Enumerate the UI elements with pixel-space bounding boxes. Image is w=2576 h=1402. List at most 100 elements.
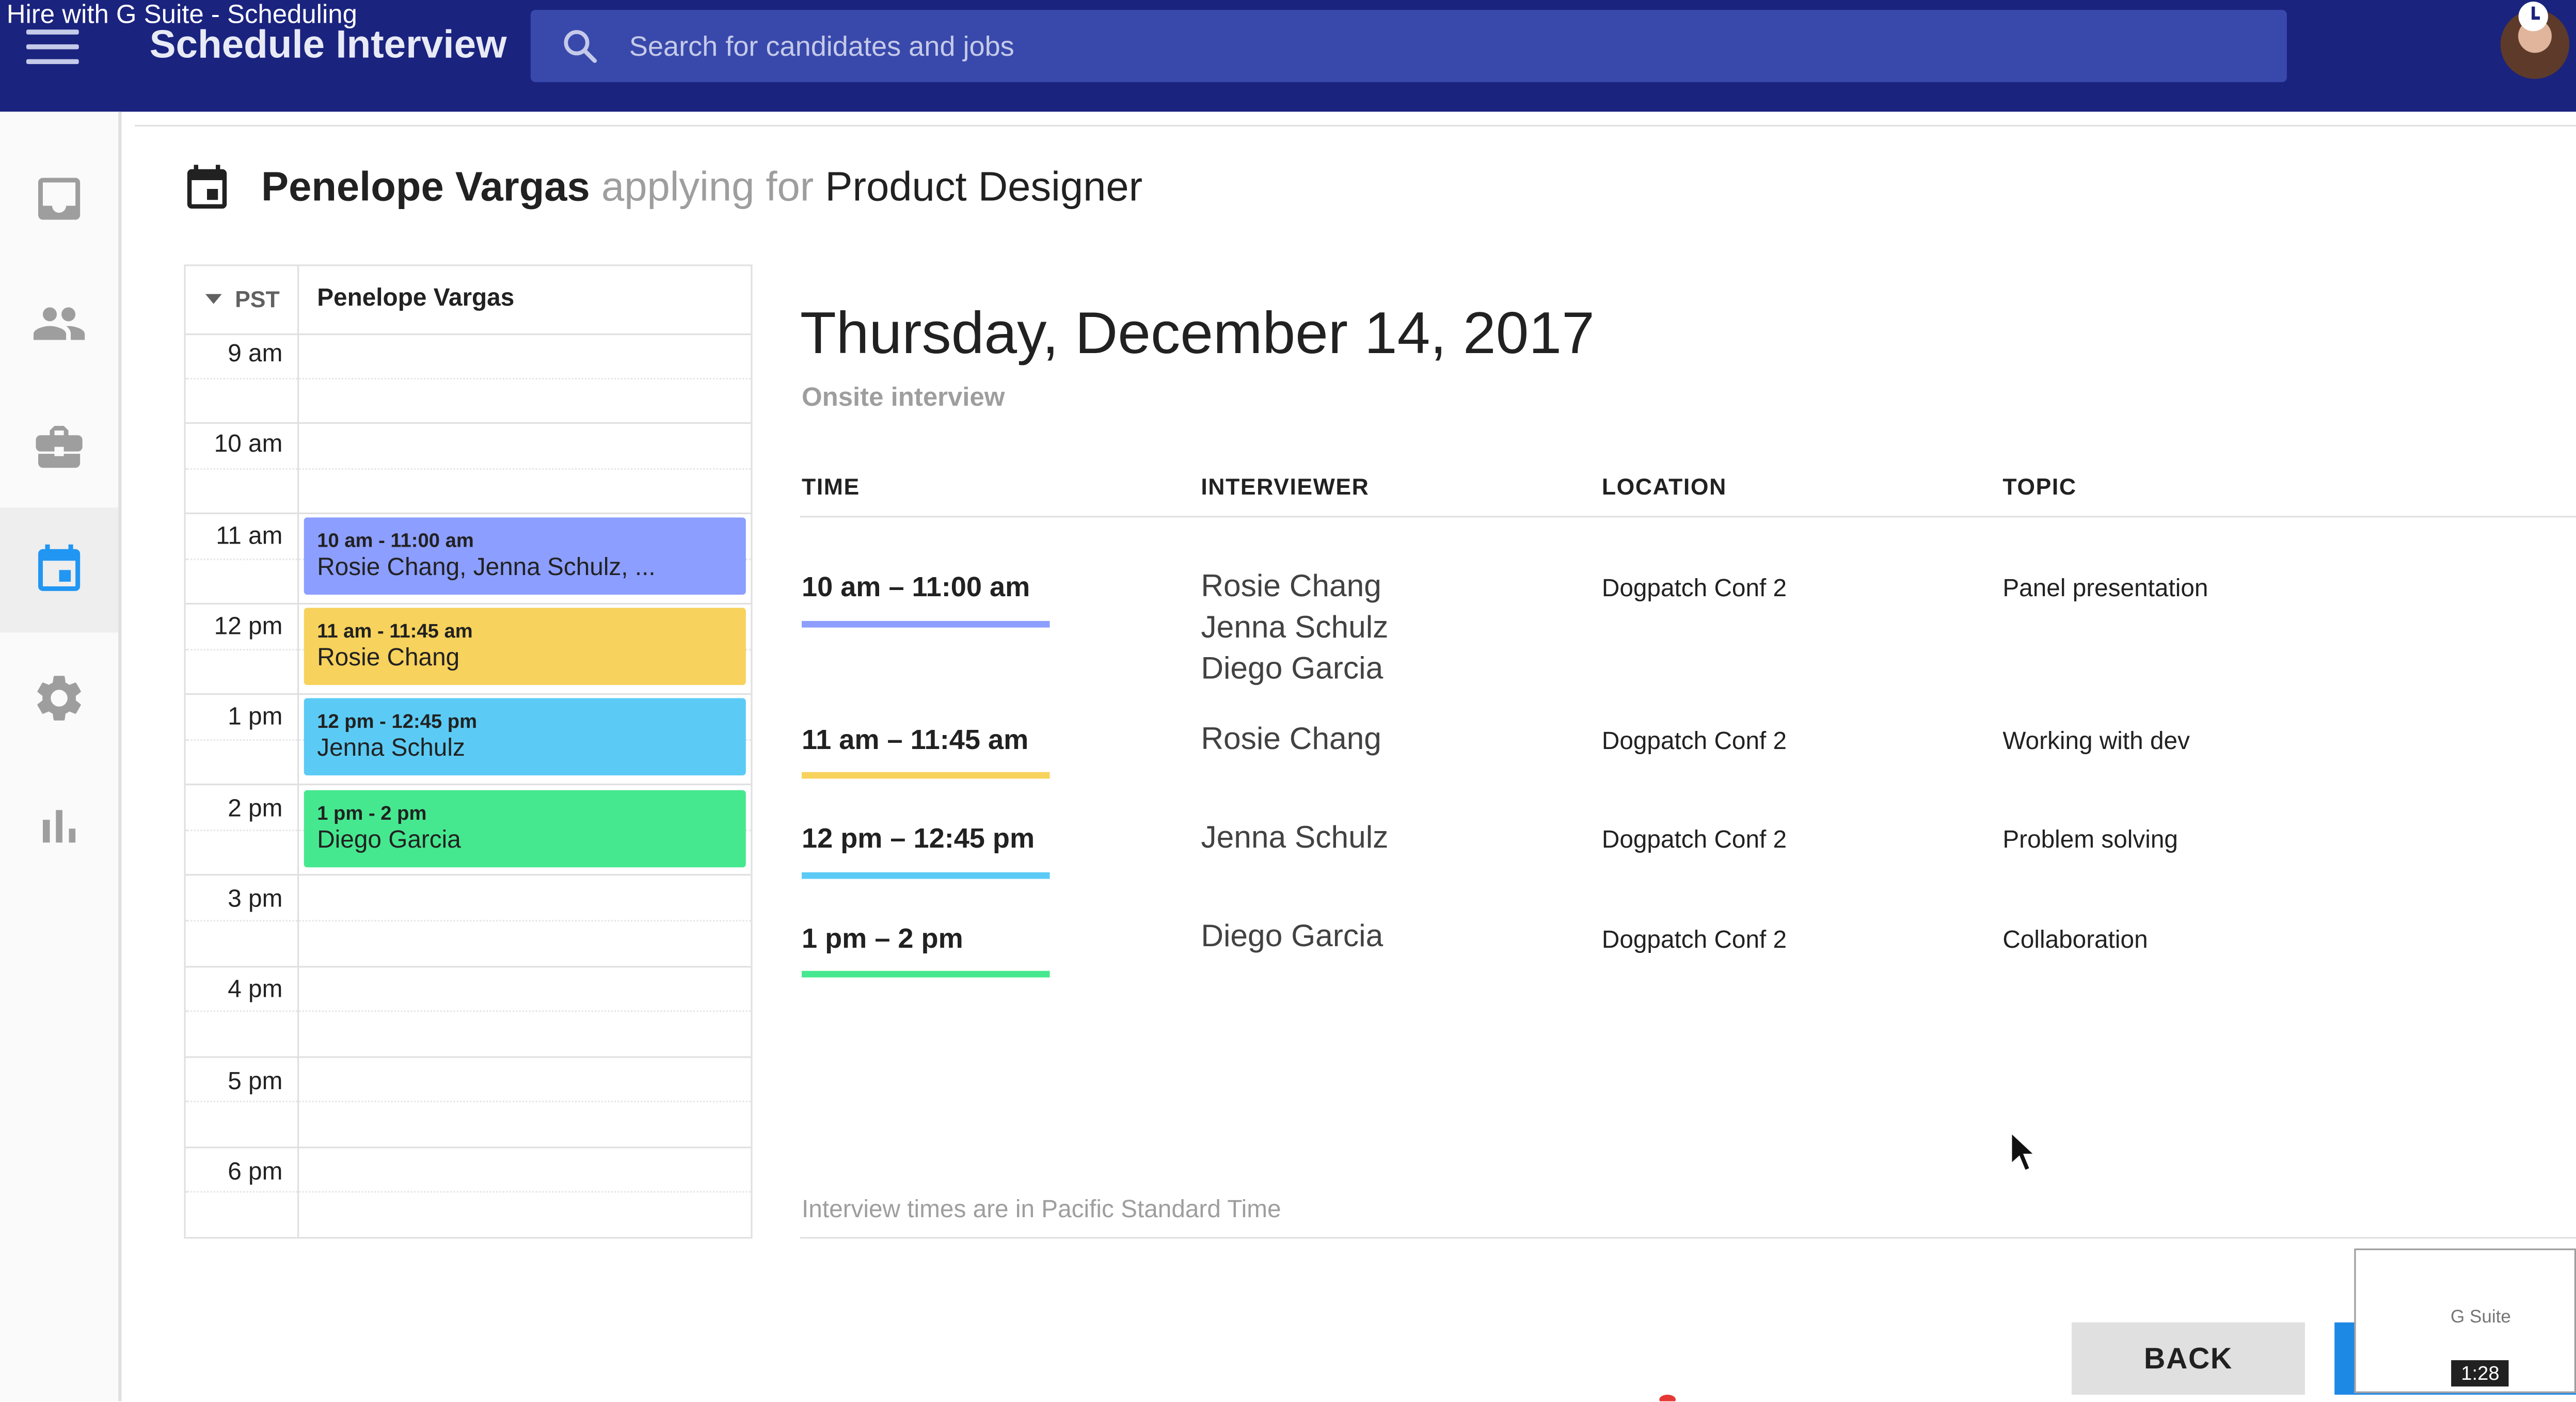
row-color-bar: [802, 772, 1050, 779]
hour-line: [185, 422, 751, 424]
calendar-header: PST Penelope Vargas: [185, 266, 751, 336]
job-title[interactable]: Product Designer: [825, 164, 1143, 211]
half-hour-line: [185, 468, 751, 470]
row-interviewers: Rosie Chang Jenna Schulz Diego Garcia: [1201, 567, 1388, 690]
inbox-icon: [38, 178, 81, 220]
row-time: 11 am – 11:45 am: [802, 724, 1029, 756]
row-location: Dogpatch Conf 2: [1601, 575, 1787, 603]
video-thumbnail[interactable]: G Suite 1:28: [2354, 1248, 2576, 1393]
content-divider: [134, 124, 2576, 127]
interview-type: Onsite interview: [802, 384, 1005, 412]
event-people: Rosie Chang: [317, 644, 460, 672]
half-hour-line: [185, 1010, 751, 1012]
search-input[interactable]: [626, 10, 2210, 86]
calendar-event[interactable]: 10 am - 11:00 am Rosie Chang, Jenna Schu…: [304, 517, 746, 595]
back-button[interactable]: BACK: [2072, 1322, 2305, 1395]
hour-line: [185, 693, 751, 695]
sidebar-item-schedule[interactable]: [0, 507, 119, 633]
timezone-dropdown[interactable]: PST: [205, 286, 280, 312]
row-time: 1 pm – 2 pm: [802, 923, 963, 954]
footer-divider: [800, 1237, 2576, 1239]
row-time: 10 am – 11:00 am: [802, 571, 1030, 603]
row-location: Dogpatch Conf 2: [1601, 826, 1787, 854]
column-header-topic: TOPIC: [2002, 473, 2077, 500]
event-people: Diego Garcia: [317, 826, 461, 854]
sidebar-item-inbox[interactable]: [0, 136, 118, 261]
hour-line: [185, 784, 751, 786]
hour-line: [185, 1146, 751, 1149]
calendar-event[interactable]: 11 am - 11:45 am Rosie Chang: [304, 608, 746, 686]
column-header-interviewer: INTERVIEWER: [1201, 473, 1370, 500]
half-hour-line: [185, 1101, 751, 1103]
interviewer-name[interactable]: Jenna Schulz: [1201, 821, 1389, 856]
search-icon: [564, 30, 597, 63]
timezone-label: PST: [235, 285, 280, 312]
mouse-cursor-icon: [2010, 1130, 2039, 1173]
hour-label: 11 am: [216, 522, 283, 551]
top-app-bar: Schedule Interview Hire with G Suite - S…: [0, 0, 2576, 112]
interview-date: Thursday, December 14, 2017: [800, 299, 1595, 367]
candidate-name[interactable]: Penelope Vargas: [261, 164, 590, 211]
calendar-icon: [38, 544, 81, 591]
people-icon: [33, 307, 85, 340]
briefcase-icon: [36, 426, 83, 468]
event-time: 10 am - 11:00 am: [317, 529, 474, 552]
clock-icon: [2518, 2, 2548, 31]
gear-icon: [37, 676, 81, 721]
hour-label: 4 pm: [228, 976, 283, 1004]
search-box[interactable]: [530, 10, 2287, 86]
sidebar-item-jobs[interactable]: [0, 385, 118, 509]
sidebar-item-candidates[interactable]: [0, 261, 118, 386]
event-people: Rosie Chang, Jenna Schulz, ...: [317, 553, 656, 582]
hour-label: 9 am: [228, 340, 283, 368]
sidebar-item-settings[interactable]: [0, 636, 118, 761]
row-color-bar: [802, 970, 1050, 978]
event-people: Jenna Schulz: [317, 734, 465, 762]
interviewer-name[interactable]: Rosie Chang: [1201, 723, 1381, 758]
page-title: Schedule Interview: [149, 23, 507, 68]
hour-line: [185, 1056, 751, 1058]
calendar-column-name: Penelope Vargas: [317, 284, 515, 312]
row-color-bar: [802, 872, 1050, 879]
calendar-icon: [187, 165, 227, 209]
hour-label: 1 pm: [228, 703, 283, 731]
progress-marker: [1659, 1394, 1676, 1401]
interviewer-name[interactable]: Rosie Chang: [1201, 570, 1381, 605]
hour-label: 6 pm: [228, 1158, 283, 1186]
event-time: 12 pm - 12:45 pm: [317, 709, 478, 733]
row-topic: Working with dev: [2002, 727, 2190, 756]
hour-label: 12 pm: [214, 613, 283, 641]
applying-label: applying for: [601, 164, 814, 211]
event-time: 11 am - 11:45 am: [317, 619, 473, 643]
timezone-footnote: Interview times are in Pacific Standard …: [802, 1196, 1281, 1224]
candidate-heading: Penelope Vargas applying for Product Des…: [261, 164, 1142, 212]
caret-down-icon: [205, 294, 222, 305]
half-hour-line: [185, 377, 751, 380]
row-topic: Panel presentation: [2002, 575, 2208, 603]
sidebar-item-reports[interactable]: [0, 764, 118, 889]
calendar-event[interactable]: 1 pm - 2 pm Diego Garcia: [304, 790, 746, 868]
interviewer-name[interactable]: Diego Garcia: [1201, 920, 1384, 954]
event-time: 1 pm - 2 pm: [317, 802, 427, 825]
row-topic: Collaboration: [2002, 926, 2148, 954]
hour-label: 10 am: [214, 430, 283, 458]
row-color-bar: [802, 620, 1050, 628]
calendar-event[interactable]: 12 pm - 12:45 pm Jenna Schulz: [304, 698, 746, 776]
hamburger-menu-icon[interactable]: [26, 29, 79, 66]
gutter-divider: [297, 266, 299, 1237]
row-interviewers: Jenna Schulz: [1201, 818, 1388, 859]
row-interviewers: Diego Garcia: [1201, 917, 1383, 958]
thumbnail-label: G Suite: [2451, 1308, 2511, 1328]
column-header-location: LOCATION: [1601, 473, 1727, 500]
hour-label: 3 pm: [228, 885, 283, 914]
hour-label: 2 pm: [228, 795, 283, 823]
hour-line: [185, 966, 751, 968]
row-topic: Problem solving: [2002, 826, 2178, 854]
interviewer-name[interactable]: Jenna Schulz: [1201, 611, 1389, 646]
interviewer-name[interactable]: Diego Garcia: [1201, 652, 1384, 687]
hour-line: [185, 602, 751, 605]
row-time: 12 pm – 12:45 pm: [802, 823, 1035, 854]
row-location: Dogpatch Conf 2: [1601, 727, 1787, 756]
sidebar: [0, 111, 122, 1401]
